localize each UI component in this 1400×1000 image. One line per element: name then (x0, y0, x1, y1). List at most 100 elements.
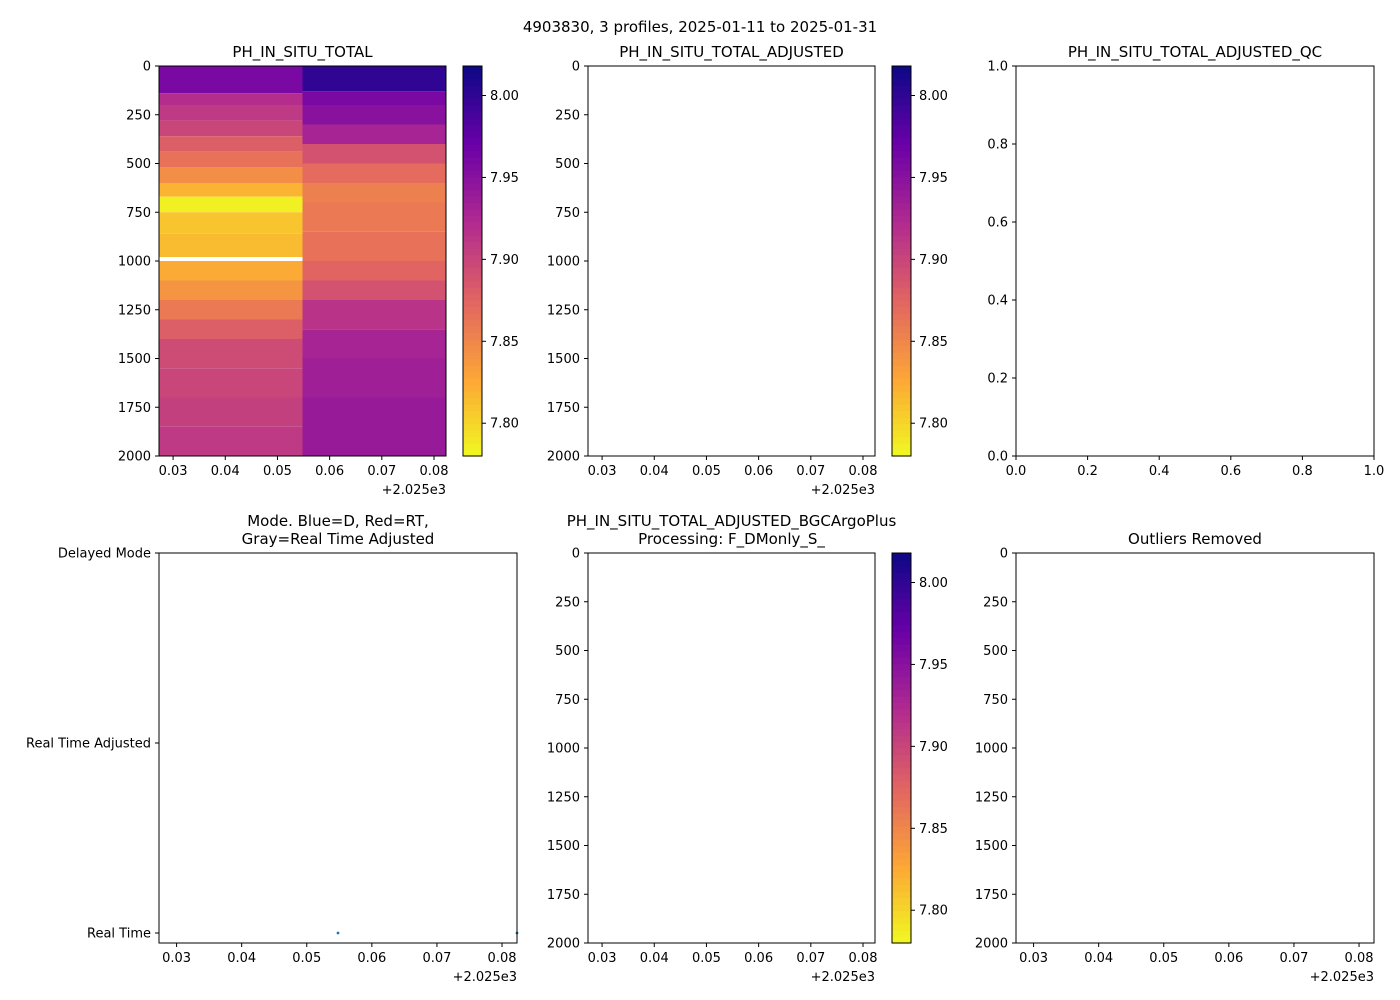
colorbar-segment (892, 170, 911, 178)
x-tick-label: 0.4 (1149, 464, 1170, 479)
y-tick-label: 0.6 (987, 216, 1008, 231)
colorbar-tick-label: 8.00 (919, 576, 948, 591)
colorbar-tick-label: 7.85 (490, 335, 519, 350)
colorbar-segment (463, 287, 482, 295)
colorbar-segment (463, 248, 482, 256)
y-tick-label: 750 (983, 693, 1008, 708)
colorbar-segment (892, 111, 911, 119)
colorbar-segment (892, 163, 911, 171)
colorbar-segment (463, 378, 482, 386)
colorbar-segment (892, 624, 911, 632)
colorbar-segment (892, 728, 911, 736)
colorbar-segment (892, 767, 911, 775)
colorbar-segment (463, 163, 482, 171)
colorbar-tick-label: 7.95 (490, 171, 519, 186)
colorbar-segment (892, 722, 911, 730)
x-tick-label: 0.03 (588, 464, 617, 479)
colorbar-tick-label: 7.95 (919, 171, 948, 186)
colorbar-segment (892, 858, 911, 866)
x-tick-label: 1.0 (1364, 464, 1385, 479)
colorbar-tick-label: 8.00 (919, 89, 948, 104)
colorbar-segment (892, 839, 911, 847)
colorbar-segment (892, 124, 911, 132)
y-tick-label: 2000 (118, 450, 151, 465)
colorbar-segment (892, 215, 911, 223)
y-tick-label: 2000 (975, 937, 1008, 952)
heatmap-cell (159, 151, 303, 168)
data-point (336, 931, 340, 935)
heatmap-cell (159, 66, 303, 94)
x-tick-label: 0.05 (263, 464, 292, 479)
colorbar-segment (892, 683, 911, 691)
colorbar-segment (892, 650, 911, 658)
heatmap-cell (159, 261, 303, 281)
x-tick-label: 0.07 (796, 464, 825, 479)
heatmap-cell (159, 212, 303, 234)
colorbar-segment (463, 404, 482, 412)
x-tick-label: 0.07 (1279, 951, 1308, 966)
colorbar-segment (463, 150, 482, 158)
colorbar-segment (463, 66, 482, 74)
colorbar-segment (892, 865, 911, 873)
colorbar-segment (892, 235, 911, 243)
x-tick-label: 0.0 (1006, 464, 1027, 479)
heatmap-cell (159, 233, 303, 258)
colorbar-segment (892, 891, 911, 899)
heatmap-cell (159, 368, 303, 398)
colorbar-segment (463, 306, 482, 314)
y-tick-label: 1500 (547, 839, 580, 854)
colorbar-segment (892, 605, 911, 613)
colorbar-segment (892, 313, 911, 321)
colorbar-frame (891, 552, 912, 944)
heatmap-cell (302, 300, 446, 330)
x-tick-label: 0.04 (1084, 951, 1113, 966)
x-offset-label: +2.025e3 (1310, 970, 1374, 985)
x-tick-label: 0.06 (1214, 951, 1243, 966)
x-tick-label: 0.06 (744, 951, 773, 966)
colorbar-segment (892, 176, 911, 184)
y-tick-label: 750 (555, 206, 580, 221)
colorbar-segment (892, 813, 911, 821)
colorbar-segment (463, 196, 482, 204)
colorbar-segment (892, 878, 911, 886)
chart-ph_adjusted_qc: PH_IN_SITU_TOTAL_ADJUSTED_QC 0.0 0.2 0.4 0.6… (987, 43, 1384, 479)
x-tick-label: 0.03 (588, 951, 617, 966)
colorbar-segment (463, 436, 482, 444)
colorbar-segment (463, 222, 482, 230)
colorbar-segment (892, 371, 911, 379)
heatmap-cell (302, 329, 446, 359)
colorbar-segment (892, 585, 911, 593)
axes-frame (1015, 552, 1375, 944)
colorbar-segment (892, 228, 911, 236)
heatmap-cell (159, 300, 303, 320)
heatmap-cell (302, 261, 446, 281)
colorbar-segment (463, 241, 482, 249)
colorbar-segment (892, 871, 911, 879)
x-tick-label: 0.8 (1292, 464, 1313, 479)
colorbar-segment (463, 371, 482, 379)
heatmap-cell (302, 202, 446, 232)
axes-frame (587, 65, 876, 457)
colorbar-segment (892, 904, 911, 912)
x-tick-label: 0.03 (1019, 951, 1048, 966)
colorbar-segment (892, 572, 911, 580)
chart-title: Mode. Blue=D, Red=RT, (247, 512, 429, 530)
y-tick-label: 1500 (547, 352, 580, 367)
y-tick-label: 1000 (547, 255, 580, 270)
colorbar-segment (463, 384, 482, 392)
colorbar-segment (892, 430, 911, 438)
colorbar-segment (892, 319, 911, 327)
colorbar-segment (892, 267, 911, 275)
colorbar-segment (892, 417, 911, 425)
colorbar-segment (463, 189, 482, 197)
x-tick-label: 0.04 (640, 464, 669, 479)
colorbar-segment (892, 936, 911, 944)
chart-title: PH_IN_SITU_TOTAL (232, 43, 373, 62)
colorbar-segment (463, 261, 482, 269)
colorbar-segment (892, 410, 911, 418)
colorbar-segment (892, 436, 911, 444)
colorbar-segment (463, 267, 482, 275)
y-tick-label: 1000 (118, 255, 151, 270)
heatmap-cell (302, 358, 446, 398)
x-tick-label: 0.03 (159, 464, 188, 479)
